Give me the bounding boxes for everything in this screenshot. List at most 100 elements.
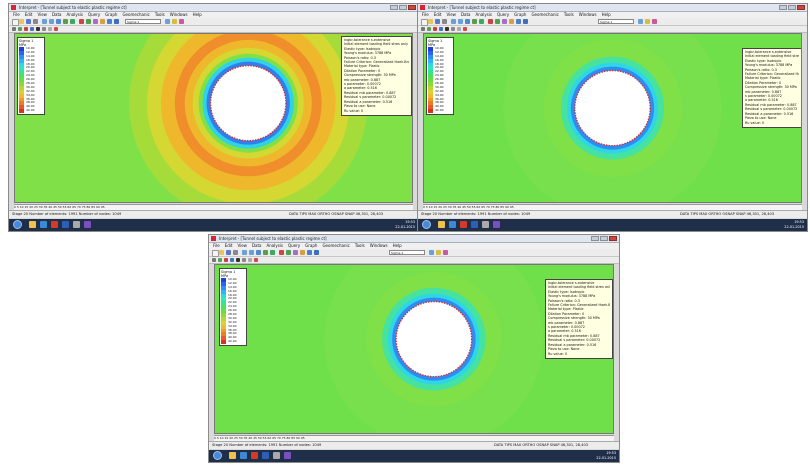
maximize-button[interactable] [788, 5, 796, 10]
pan-icon[interactable] [472, 19, 477, 24]
start-button[interactable] [213, 451, 222, 460]
contour-select[interactable]: Sigma 1 [125, 19, 161, 24]
menu-data[interactable]: Data [251, 243, 262, 248]
refresh-icon[interactable] [70, 19, 75, 24]
menu-tools[interactable]: Tools [563, 12, 574, 17]
legend-icon[interactable] [172, 19, 177, 24]
explorer-taskbar-icon[interactable] [29, 221, 36, 228]
query-icon[interactable] [286, 250, 291, 255]
zoom-in-icon[interactable] [451, 19, 456, 24]
measure-icon[interactable] [427, 27, 431, 31]
close-button[interactable] [408, 5, 416, 10]
line-icon[interactable] [36, 27, 40, 31]
help-icon[interactable] [314, 250, 319, 255]
select-icon[interactable] [12, 27, 16, 31]
menu-windows[interactable]: Windows [578, 12, 597, 17]
menu-data[interactable]: Data [51, 12, 62, 17]
menu-geomechanic[interactable]: Geomechanic [122, 12, 150, 17]
new-file-icon[interactable] [12, 19, 19, 26]
measure-icon[interactable] [18, 27, 22, 31]
info-icon[interactable] [516, 19, 521, 24]
graph-icon[interactable] [79, 19, 84, 24]
material-icon[interactable] [509, 19, 514, 24]
menu-help[interactable]: Help [601, 12, 611, 17]
menu-help[interactable]: Help [392, 243, 402, 248]
open-folder-icon[interactable] [19, 19, 24, 24]
start-button[interactable] [13, 220, 22, 229]
zoom-all-icon[interactable] [256, 250, 261, 255]
help-icon[interactable] [114, 19, 119, 24]
rectangle-icon[interactable] [42, 27, 46, 31]
menu-edit[interactable]: Edit [24, 12, 33, 17]
contour-options-icon[interactable] [165, 19, 170, 24]
menu-help[interactable]: Help [192, 12, 202, 17]
delete-icon[interactable] [54, 27, 58, 31]
interpret-taskbar-icon[interactable] [84, 221, 91, 228]
material-icon[interactable] [300, 250, 305, 255]
stage-icon[interactable] [93, 19, 98, 24]
graph-icon[interactable] [488, 19, 493, 24]
explorer-taskbar-icon[interactable] [438, 221, 445, 228]
word-taskbar-icon[interactable] [471, 221, 478, 228]
acrobat-taskbar-icon[interactable] [251, 452, 258, 459]
legend-icon[interactable] [436, 250, 441, 255]
menu-analysis[interactable]: Analysis [266, 243, 283, 248]
menu-tools[interactable]: Tools [154, 12, 165, 17]
menu-query[interactable]: Query [288, 243, 301, 248]
contour-plot[interactable]: Sigma 1 MPa 10.00 12.00 14.00 16.00 18.0… [214, 264, 614, 434]
menu-query[interactable]: Query [497, 12, 510, 17]
contour-plot[interactable]: Sigma 1 MPa 10.00 12.00 14.00 16.00 18.0… [423, 33, 802, 203]
menu-file[interactable]: File [213, 243, 220, 248]
legend-icon[interactable] [645, 19, 650, 24]
menu-windows[interactable]: Windows [169, 12, 188, 17]
line-icon[interactable] [236, 258, 240, 262]
maximize-button[interactable] [399, 5, 407, 10]
zoom-out-icon[interactable] [49, 19, 54, 24]
contour-options-icon[interactable] [429, 250, 434, 255]
maximize-button[interactable] [600, 236, 608, 241]
arrow-icon[interactable] [433, 27, 437, 31]
zoom-out-icon[interactable] [249, 250, 254, 255]
menu-analysis[interactable]: Analysis [66, 12, 83, 17]
explorer-taskbar-icon[interactable] [229, 452, 236, 459]
menu-view[interactable]: View [37, 12, 47, 17]
menu-graph[interactable]: Graph [105, 12, 118, 17]
zoom-in-icon[interactable] [42, 19, 47, 24]
select-icon[interactable] [212, 258, 216, 262]
save-icon[interactable] [26, 19, 31, 24]
material-icon[interactable] [100, 19, 105, 24]
delete-icon[interactable] [463, 27, 467, 31]
delete-icon[interactable] [254, 258, 258, 262]
menu-geomechanic[interactable]: Geomechanic [531, 12, 559, 17]
stage-icon[interactable] [502, 19, 507, 24]
zoom-out-icon[interactable] [458, 19, 463, 24]
menu-geomechanic[interactable]: Geomechanic [322, 243, 350, 248]
app-taskbar-icon[interactable] [273, 452, 280, 459]
minimize-button[interactable] [591, 236, 599, 241]
contour-options-icon[interactable] [638, 19, 643, 24]
info-icon[interactable] [107, 19, 112, 24]
query-icon[interactable] [86, 19, 91, 24]
acrobat-taskbar-icon[interactable] [460, 221, 467, 228]
save-icon[interactable] [226, 250, 231, 255]
zoom-in-icon[interactable] [242, 250, 247, 255]
color-icon[interactable] [179, 19, 184, 24]
menu-edit[interactable]: Edit [224, 243, 233, 248]
menu-windows[interactable]: Windows [369, 243, 388, 248]
pan-icon[interactable] [263, 250, 268, 255]
refresh-icon[interactable] [270, 250, 275, 255]
text-icon[interactable] [30, 27, 34, 31]
word-taskbar-icon[interactable] [62, 221, 69, 228]
zoom-all-icon[interactable] [465, 19, 470, 24]
menu-graph[interactable]: Graph [514, 12, 527, 17]
print-icon[interactable] [442, 19, 447, 24]
word-taskbar-icon[interactable] [262, 452, 269, 459]
interpret-taskbar-icon[interactable] [284, 452, 291, 459]
text-icon[interactable] [439, 27, 443, 31]
menu-view[interactable]: View [446, 12, 456, 17]
interpret-taskbar-icon[interactable] [493, 221, 500, 228]
stage-icon[interactable] [293, 250, 298, 255]
new-file-icon[interactable] [212, 250, 219, 257]
save-icon[interactable] [435, 19, 440, 24]
open-folder-icon[interactable] [428, 19, 433, 24]
